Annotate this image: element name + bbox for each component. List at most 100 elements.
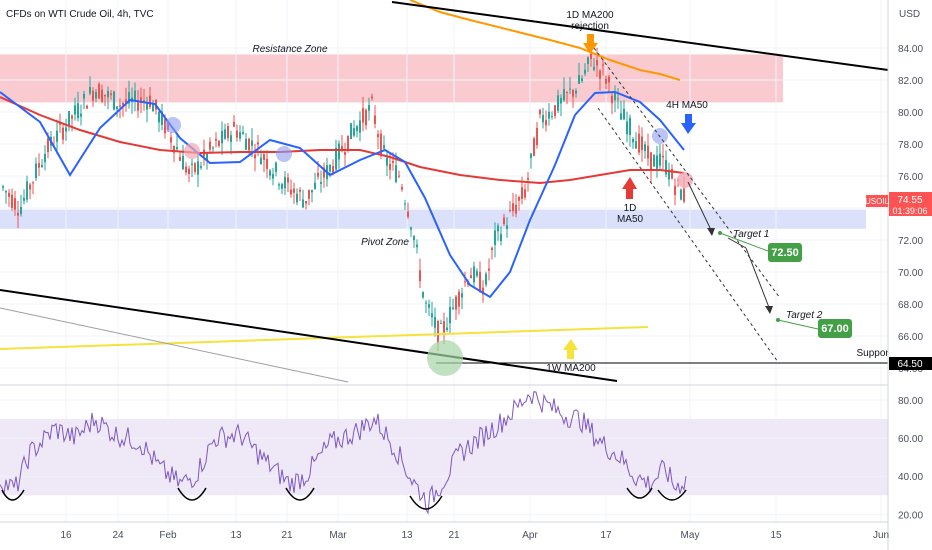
candle-body (410, 227, 412, 230)
candle-body (554, 105, 556, 117)
candle-body (494, 230, 496, 246)
x-tick-label: 13 (401, 530, 413, 541)
yellow-up-arrow (563, 339, 578, 359)
rsi-low-arcs (1, 487, 687, 510)
gray-trend-line (0, 307, 349, 383)
candle-body (113, 91, 115, 110)
candle-body (506, 225, 508, 229)
red-up-arrow (622, 177, 637, 199)
target2-dot (776, 318, 780, 322)
target1-dot (718, 231, 722, 235)
last-price-tag (889, 192, 932, 216)
candle-body (404, 203, 406, 205)
candle-body (650, 152, 652, 171)
candle-body (281, 184, 283, 189)
candle-body (182, 155, 184, 170)
candle-body (530, 153, 532, 158)
lower-channel-line (0, 289, 618, 382)
candle-body (659, 153, 661, 166)
candle-body (278, 184, 280, 186)
candle-body (581, 78, 583, 82)
candle-body (209, 141, 211, 150)
rsi-line (0, 390, 687, 515)
candle-body (242, 132, 244, 134)
candle-body (614, 92, 616, 101)
candle-body (98, 84, 100, 99)
candle-body (149, 95, 151, 107)
candle-body (470, 275, 472, 279)
candle-body (197, 161, 199, 175)
ma200-rejection-label: 1D MA200 (566, 10, 614, 21)
candle-body (632, 139, 634, 143)
rsi-tick-label: 40.00 (898, 472, 923, 483)
candle-body (74, 105, 76, 115)
candle-body (14, 198, 16, 210)
candle-body (668, 169, 670, 180)
candle-body (29, 184, 31, 190)
candle-body (491, 247, 493, 251)
candle-body (344, 152, 346, 155)
candle-body (341, 145, 343, 152)
candle-body (539, 109, 541, 115)
target1-label: Target 1 (733, 229, 769, 240)
candle-body (647, 145, 649, 159)
ma50-4h-label: 4H MA50 (666, 100, 708, 111)
candle-body (212, 147, 214, 149)
candle-body (503, 217, 505, 225)
candle-body (458, 291, 460, 307)
candle-body (164, 118, 166, 134)
candle-body (62, 127, 64, 140)
candle-body (392, 161, 394, 163)
candle-body (359, 120, 361, 133)
candle-body (353, 128, 355, 136)
ma-touch-circle (276, 146, 292, 162)
target2-badge (818, 319, 852, 338)
candle-body (245, 138, 247, 150)
candle-body (383, 145, 385, 149)
candle-body (407, 211, 409, 217)
x-tick-label: Mar (329, 530, 347, 541)
candle-body (674, 185, 676, 195)
price-axis[interactable] (888, 0, 932, 550)
x-tick-label: 17 (600, 530, 612, 541)
candle-body (269, 170, 271, 176)
candle-body (443, 321, 445, 333)
candle-body (5, 191, 7, 193)
candle-body (221, 131, 223, 144)
candle-body (368, 105, 370, 111)
x-tick-label: 24 (112, 530, 124, 541)
candle-body (161, 111, 163, 126)
time-axis[interactable]: 16 24 Feb 13 21 Mar 13 21 Apr 17 May 15 Jun (60, 530, 889, 541)
candle-body (170, 137, 172, 143)
candle-body (110, 93, 112, 96)
candle-body (527, 177, 529, 180)
candle-body (206, 153, 208, 161)
pivot-zone-label: Pivot Zone (361, 237, 409, 248)
orange-down-arrow (583, 34, 598, 54)
support-price-tag (889, 357, 932, 370)
candle-body (416, 244, 418, 248)
candle-body (665, 159, 667, 175)
candle-body (194, 163, 196, 172)
last-price-value: 74.55 (897, 195, 922, 206)
target2-label: Target 2 (786, 310, 823, 321)
candle-body (317, 172, 319, 177)
candle-body (605, 78, 607, 84)
candle-body (287, 177, 289, 183)
candle-body (8, 192, 10, 197)
candle-body (284, 176, 286, 189)
resistance-zone-label: Resistance Zone (252, 44, 327, 55)
x-tick-label: Apr (522, 530, 538, 541)
x-tick-label: Feb (159, 530, 177, 541)
candle-body (473, 266, 475, 283)
candle-body (617, 98, 619, 100)
candle-body (533, 138, 535, 157)
candle-body (35, 163, 37, 179)
candle-body (536, 127, 538, 146)
candle-body (215, 138, 217, 141)
candle-body (596, 60, 598, 66)
ma-touch-circle (677, 172, 693, 188)
ma50-1d-label-2: MA50 (617, 214, 644, 225)
candle-body (422, 292, 424, 298)
